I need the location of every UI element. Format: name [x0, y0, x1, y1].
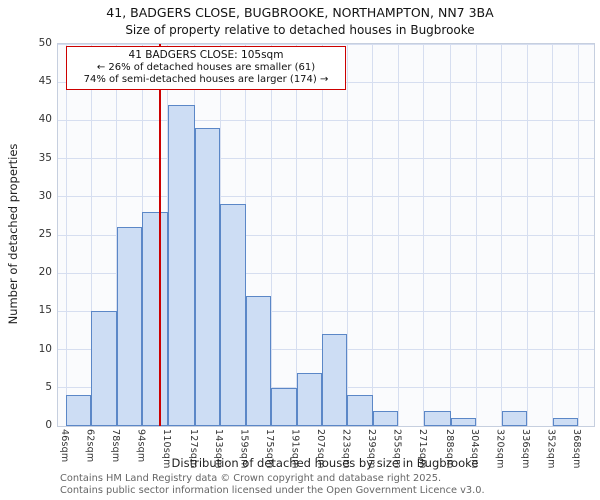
- gridline-vertical: [270, 44, 272, 426]
- x-axis-label: Distribution of detached houses by size …: [171, 456, 479, 470]
- y-tick-label: 40: [38, 113, 52, 126]
- histogram-bar: [450, 418, 477, 426]
- gridline-vertical: [577, 44, 579, 426]
- property-size-marker-line: [159, 44, 161, 426]
- annotation-smaller-pct: ← 26% of detached houses are smaller (61…: [96, 62, 316, 73]
- x-tick-label: 304sqm: [469, 429, 481, 469]
- gridline-vertical: [245, 44, 247, 426]
- gridline-vertical: [321, 44, 323, 426]
- y-tick-label: 15: [38, 304, 52, 317]
- histogram-bar: [423, 410, 451, 426]
- x-tick-label: 223sqm: [340, 429, 352, 469]
- gridline-vertical: [346, 44, 348, 426]
- gridline-vertical: [501, 44, 503, 426]
- footer-line-hm-land-registry: Contains HM Land Registry data © Crown c…: [60, 473, 442, 484]
- histogram-bar: [271, 387, 297, 426]
- gridline-vertical: [397, 44, 399, 426]
- histogram-bar: [91, 311, 117, 426]
- x-tick-label: 320sqm: [494, 429, 506, 469]
- gridline-vertical: [475, 44, 477, 426]
- gridline-horizontal: [58, 310, 594, 312]
- gridline-vertical: [65, 44, 67, 426]
- histogram-bar: [501, 410, 528, 426]
- y-tick-label: 30: [38, 189, 52, 202]
- histogram-bar: [194, 128, 221, 426]
- gridline-vertical: [552, 44, 554, 426]
- x-tick-label: 255sqm: [391, 429, 403, 469]
- x-tick-label: 352sqm: [545, 429, 557, 469]
- plot-area: 41 BADGERS CLOSE: 105sqm ← 26% of detach…: [57, 43, 595, 427]
- gridline-horizontal: [58, 196, 594, 198]
- histogram-bar: [347, 395, 373, 426]
- gridline-vertical: [423, 44, 425, 426]
- histogram-bar: [245, 296, 272, 426]
- histogram-bar: [372, 410, 399, 426]
- x-tick-label: 46sqm: [59, 429, 70, 463]
- x-tick-label: 94sqm: [135, 429, 147, 463]
- y-tick-label: 20: [38, 266, 52, 279]
- gridline-horizontal: [58, 158, 594, 160]
- gridline-horizontal: [58, 119, 594, 121]
- annotation-larger-pct: 74% of semi-detached houses are larger (…: [83, 74, 329, 85]
- y-tick-label: 50: [38, 37, 52, 49]
- x-tick-label: 62sqm: [84, 429, 96, 463]
- attribution-footer: Contains HM Land Registry data © Crown c…: [60, 473, 485, 496]
- x-tick-label: 271sqm: [416, 429, 428, 469]
- histogram-bar: [142, 212, 168, 426]
- y-tick-label: 25: [38, 228, 52, 240]
- gridline-horizontal: [58, 272, 594, 274]
- histogram-bar: [296, 372, 322, 426]
- y-axis-tick-labels: 0 5 10 15 20 25 30 35 40 45 50: [0, 37, 57, 431]
- histogram-bar: [552, 418, 578, 426]
- gridline-vertical: [450, 44, 452, 426]
- x-tick-label: 143sqm: [213, 429, 225, 469]
- histogram-bar: [167, 105, 195, 426]
- x-tick-label: 239sqm: [365, 429, 377, 469]
- histogram-bar: [66, 395, 92, 426]
- x-tick-label: 207sqm: [315, 429, 326, 469]
- y-tick-label: 5: [45, 380, 52, 393]
- x-tick-label: 368sqm: [571, 429, 582, 469]
- gridline-vertical: [296, 44, 298, 426]
- gridline-vertical: [526, 44, 528, 426]
- x-tick-label: 78sqm: [109, 429, 121, 463]
- y-tick-label: 10: [38, 342, 52, 355]
- x-tick-label: 336sqm: [520, 429, 532, 469]
- histogram-bar: [220, 204, 246, 426]
- x-tick-label: 110sqm: [160, 429, 172, 469]
- y-tick-label: 0: [45, 419, 52, 431]
- annotation-box: 41 BADGERS CLOSE: 105sqm ← 26% of detach…: [66, 46, 346, 90]
- x-axis-tick-labels: 46sqm 62sqm 78sqm 94sqm 110sqm 127sqm 143sqm 15…: [57, 429, 593, 475]
- annotation-property-size: 41 BADGERS CLOSE: 105sqm: [128, 49, 284, 61]
- x-tick-label: 159sqm: [238, 429, 250, 469]
- chart-subtitle: Size of property relative to detached ho…: [125, 23, 475, 37]
- footer-line-ogl: Contains public sector information licen…: [60, 484, 485, 496]
- y-tick-label: 35: [38, 151, 52, 164]
- chart-title: 41, BADGERS CLOSE, BUGBROOKE, NORTHAMPTO…: [106, 5, 494, 20]
- x-tick-label: 127sqm: [187, 429, 199, 469]
- gridline-horizontal: [58, 234, 594, 236]
- y-tick-label: 45: [38, 75, 52, 88]
- x-tick-label: 288sqm: [443, 429, 455, 469]
- gridline-vertical: [372, 44, 374, 426]
- x-tick-label: 175sqm: [264, 429, 276, 469]
- gridline-vertical: [90, 44, 92, 426]
- histogram-bar: [116, 227, 143, 426]
- histogram-bar: [322, 334, 348, 426]
- x-tick-label: 191sqm: [289, 429, 301, 469]
- gridline-horizontal: [58, 43, 594, 45]
